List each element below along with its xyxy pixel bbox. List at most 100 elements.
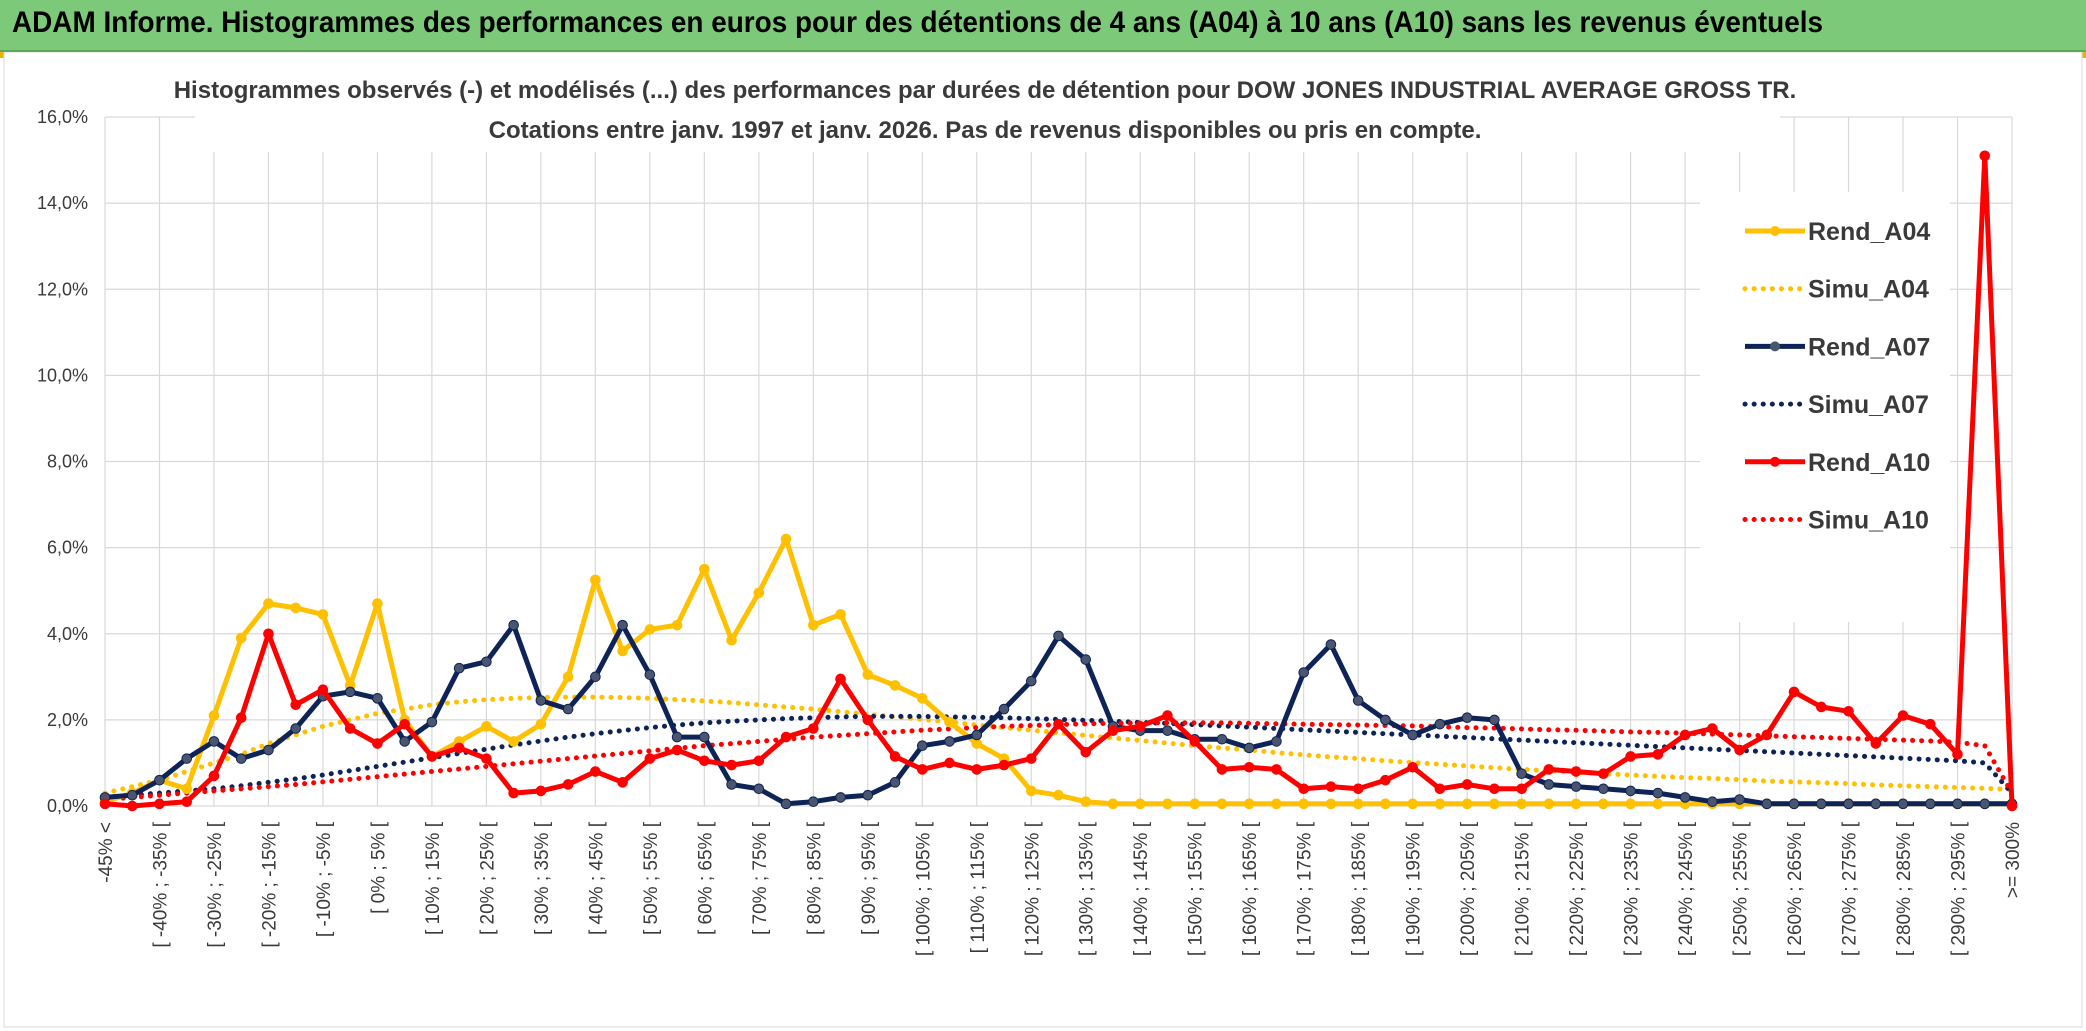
data-point-rend_a10 (263, 628, 274, 640)
data-point-rend_a10 (1243, 761, 1255, 773)
data-point-rend_a10 (998, 759, 1010, 771)
data-point-rend_a04 (1489, 798, 1500, 810)
data-point-rend_a10 (1543, 764, 1555, 775)
data-point-rend_a10 (1380, 774, 1391, 786)
data-point-rend_a10 (1734, 744, 1745, 756)
data-point-rend_a04 (644, 624, 656, 635)
x-tick-label: [ -40% ; -35% [ (150, 821, 171, 947)
data-point-rend_a10 (1025, 753, 1037, 764)
x-tick-label: [ 160% ; 165% [ (1240, 821, 1261, 956)
data-point-rend_a10 (644, 753, 656, 764)
data-point-rend_a10 (126, 800, 138, 812)
y-tick-label: 8,0% (47, 452, 88, 472)
data-point-rend_a07 (644, 669, 656, 680)
data-point-rend_a10 (1271, 764, 1282, 775)
data-point-rend_a10 (590, 766, 601, 777)
data-point-rend_a04 (1352, 798, 1364, 810)
data-point-rend_a10 (1625, 751, 1636, 762)
data-point-rend_a10 (944, 757, 955, 769)
data-point-rend_a10 (1489, 783, 1500, 795)
y-tick-label: 6,0% (47, 538, 88, 558)
data-point-rend_a04 (372, 598, 383, 609)
x-tick-label: [ 60% ; 65% [ (695, 821, 716, 935)
x-tick-label: [ 100% ; 105% [ (913, 821, 934, 956)
data-point-rend_a04 (1243, 798, 1255, 810)
data-point-rend_a04 (944, 716, 955, 728)
x-tick-label: [ 260% ; 265% [ (1785, 821, 1806, 956)
data-point-rend_a04 (1407, 798, 1418, 810)
data-point-rend_a10 (1816, 701, 1827, 713)
data-point-rend_a07 (1652, 787, 1664, 799)
data-point-rend_a10 (1598, 768, 1609, 780)
x-tick-label: [ 20% ; 25% [ (477, 821, 498, 935)
data-point-rend_a07 (617, 619, 628, 631)
data-point-rend_a04 (181, 783, 193, 795)
legend-marker-rend_a04 (1770, 226, 1780, 236)
x-tick-label: [ 80% ; 85% [ (804, 821, 825, 935)
x-tick-label: [ 110% ; 115% [ (968, 821, 989, 953)
data-point-rend_a04 (916, 693, 928, 704)
x-tick-label: -45% < (96, 822, 117, 883)
data-point-rend_a10 (971, 764, 983, 775)
data-point-rend_a04 (1598, 798, 1609, 810)
legend-box (1700, 192, 1950, 622)
data-point-rend_a04 (1162, 798, 1173, 810)
chart-title: Histogrammes observés (-) et modélisés (… (174, 77, 1797, 104)
data-point-rend_a10 (399, 718, 410, 730)
data-point-rend_a04 (1298, 798, 1309, 810)
x-tick-label: [ 290% ; 295% [ (1949, 821, 1970, 956)
legend-label-rend_a10: Rend_A10 (1808, 449, 1930, 477)
legend-marker-rend_a10 (1770, 456, 1780, 467)
data-point-rend_a10 (290, 699, 302, 711)
data-point-rend_a10 (1189, 736, 1201, 747)
data-point-rend_a10 (889, 751, 901, 762)
data-point-rend_a07 (862, 789, 874, 801)
data-point-rend_a07 (1325, 639, 1337, 650)
data-point-rend_a07 (971, 729, 983, 741)
data-point-rend_a07 (535, 695, 547, 706)
data-point-rend_a07 (1053, 630, 1064, 642)
data-point-rend_a07 (1080, 654, 1092, 665)
data-point-rend_a04 (1543, 798, 1555, 810)
y-tick-label: 16,0% (37, 107, 88, 127)
data-point-rend_a10 (453, 742, 465, 754)
data-point-rend_a07 (1679, 792, 1691, 803)
legend-label-simu_a04: Simu_A04 (1808, 276, 1929, 304)
data-point-rend_a07 (1625, 785, 1636, 797)
data-point-rend_a07 (1924, 798, 1936, 810)
x-tick-label: [ 90% ; 95% [ (859, 821, 880, 935)
data-point-rend_a10 (1407, 761, 1418, 773)
data-point-rend_a04 (862, 669, 874, 680)
legend-marker-rend_a07 (1770, 341, 1780, 352)
y-tick-label: 10,0% (37, 365, 88, 385)
data-point-rend_a07 (453, 662, 465, 674)
data-point-rend_a04 (235, 632, 247, 644)
data-point-rend_a07 (1734, 794, 1745, 805)
x-tick-label: [ 280% ; 285% [ (1894, 821, 1915, 956)
data-point-rend_a07 (372, 693, 383, 704)
data-point-rend_a10 (1707, 723, 1718, 734)
data-point-rend_a10 (1461, 779, 1473, 790)
data-point-rend_a07 (290, 723, 302, 734)
data-point-rend_a04 (1380, 798, 1391, 810)
data-point-rend_a10 (753, 755, 765, 767)
data-point-rend_a07 (1598, 783, 1609, 795)
data-point-rend_a10 (2006, 800, 2018, 812)
data-point-rend_a10 (671, 744, 683, 756)
data-point-rend_a07 (1216, 733, 1228, 745)
y-tick-label: 12,0% (37, 279, 88, 299)
data-point-rend_a10 (808, 723, 819, 734)
x-tick-label: [ 70% ; 75% [ (750, 821, 771, 935)
data-point-rend_a10 (1652, 749, 1664, 760)
data-point-rend_a10 (699, 755, 710, 767)
x-tick-label: [ 30% ; 35% [ (532, 821, 553, 935)
data-point-rend_a07 (1897, 798, 1909, 810)
data-point-rend_a10 (535, 785, 547, 797)
data-point-rend_a10 (780, 731, 792, 743)
data-point-rend_a07 (508, 619, 519, 631)
data-point-rend_a10 (1952, 749, 1963, 760)
x-tick-label: [ 240% ; 245% [ (1676, 821, 1697, 956)
data-point-rend_a07 (1761, 798, 1773, 810)
x-tick-label: [ 200% ; 205% [ (1458, 821, 1479, 956)
data-point-rend_a10 (1788, 686, 1800, 698)
